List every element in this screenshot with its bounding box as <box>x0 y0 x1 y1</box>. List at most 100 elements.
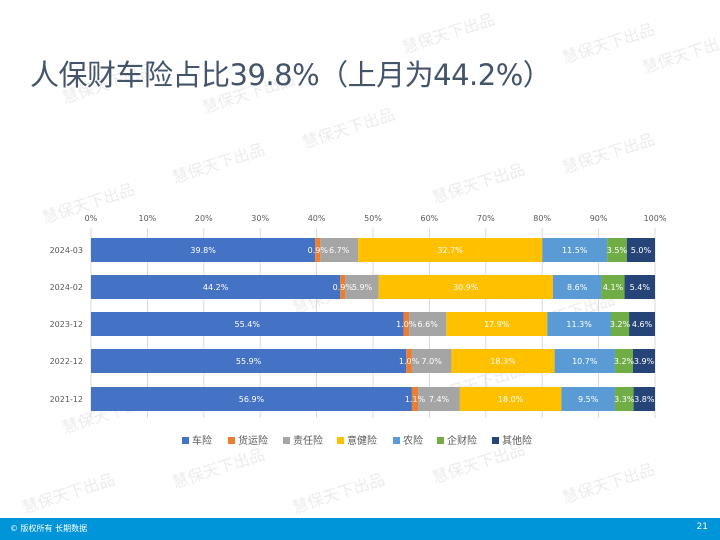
data-label: 30.9% <box>453 283 479 292</box>
data-label: 4.1% <box>603 283 624 292</box>
bar-segment <box>601 275 625 299</box>
data-label: 3.8% <box>634 395 655 404</box>
x-axis-ticks: 0% 10% 20% 30% 40% 50% 60% 70% 80% 90% 100% <box>85 214 667 223</box>
bar-segment <box>633 349 655 373</box>
category-label: 2021-12 <box>50 395 83 404</box>
legend-swatch <box>228 437 235 444</box>
legend: 车险 货运险 责任险 意健险 农险 企财险 其他险 <box>182 434 532 447</box>
data-label: 0.9% <box>308 246 329 255</box>
bar-segment <box>614 387 634 411</box>
bar-segment <box>411 349 452 373</box>
x-tick-label: 80% <box>533 214 551 223</box>
data-label: 44.2% <box>203 283 229 292</box>
legend-swatch <box>492 437 499 444</box>
legend-item: 责任险 <box>283 434 323 447</box>
bar-segment <box>345 275 379 299</box>
data-label: 3.2% <box>610 320 631 329</box>
bar-segment <box>547 312 612 336</box>
bar-segment <box>614 349 634 373</box>
data-label: 1.1% <box>405 395 426 404</box>
data-label: 32.7% <box>437 246 463 255</box>
data-label: 5.9% <box>352 283 373 292</box>
bar-segment <box>607 238 627 262</box>
bar-segment <box>91 312 404 336</box>
page-number: 21 <box>696 522 708 532</box>
bar-segment <box>554 349 615 373</box>
legend-label: 车险 <box>192 434 212 447</box>
bar-segment <box>320 238 359 262</box>
data-label: 0.9% <box>333 283 354 292</box>
bar-segment <box>411 387 419 411</box>
legend-item: 农险 <box>393 434 423 447</box>
bar-segment <box>91 275 341 299</box>
bar-segment <box>406 349 412 373</box>
legend-label: 其他险 <box>502 434 532 447</box>
data-label: 55.9% <box>236 357 262 366</box>
bar-segment <box>626 238 655 262</box>
data-label: 1.0% <box>399 357 420 366</box>
bar-segment <box>542 238 608 262</box>
bar-segment <box>409 312 447 336</box>
data-label: 6.7% <box>329 246 350 255</box>
bars <box>91 238 655 411</box>
data-labels: 39.8% 0.9% 6.7% 32.7% 11.5% 3.5% 5.0%44.2% 0.9%… <box>190 246 654 404</box>
data-label: 11.5% <box>562 246 588 255</box>
category-label: 2024-03 <box>50 246 83 255</box>
x-tick-label: 90% <box>590 214 608 223</box>
data-label: 18.0% <box>498 395 524 404</box>
bar-segment <box>91 238 316 262</box>
data-label: 9.5% <box>578 395 599 404</box>
data-label: 10.7% <box>572 357 598 366</box>
stacked-bar-chart: 0% 10% 20% 30% 40% 50% 60% 70% 80% 90% 100% 2024-0… <box>50 214 667 447</box>
legend-swatch <box>393 437 400 444</box>
data-label: 18.3% <box>490 357 516 366</box>
legend-label: 企财险 <box>447 434 477 447</box>
legend-swatch <box>437 437 444 444</box>
data-label: 8.6% <box>567 283 588 292</box>
x-tick-label: 100% <box>644 214 667 223</box>
legend-item: 意健险 <box>337 434 377 447</box>
bar-segment <box>91 349 407 373</box>
category-label: 2024-02 <box>50 283 83 292</box>
bar-segment <box>633 387 655 411</box>
data-label: 5.0% <box>631 246 652 255</box>
x-tick-label: 30% <box>251 214 269 223</box>
legend-label: 货运险 <box>238 434 268 447</box>
bar-segment <box>340 275 346 299</box>
x-tick-label: 70% <box>477 214 495 223</box>
data-label: 7.0% <box>421 357 442 366</box>
bar-segment <box>403 312 410 336</box>
data-label: 5.4% <box>630 283 651 292</box>
data-label: 3.2% <box>614 357 635 366</box>
data-label: 4.6% <box>632 320 653 329</box>
page-title: 人保财车险占比39.8%（上月为44.2%） <box>30 58 552 92</box>
legend-item: 企财险 <box>437 434 477 447</box>
bar-segment <box>358 238 543 262</box>
y-axis-categories: 2024-03 2024-02 2023-12 2022-12 2021-12 <box>50 246 83 404</box>
watermark: 慧保天下出品 <box>289 469 388 518</box>
copyright-text: © 版权所有 长期数据 <box>10 524 88 533</box>
bar-segment <box>451 349 555 373</box>
legend-label: 责任险 <box>293 434 323 447</box>
legend-label: 农险 <box>403 434 423 447</box>
bar-segment <box>561 387 615 411</box>
bar-segment <box>552 275 602 299</box>
x-tick-label: 60% <box>421 214 439 223</box>
data-label: 11.3% <box>566 320 592 329</box>
x-tick-label: 50% <box>364 214 382 223</box>
x-tick-label: 20% <box>195 214 213 223</box>
bar-segment <box>315 238 321 262</box>
watermark: 慧保天下出品 <box>19 469 118 518</box>
legend-item: 其他险 <box>492 434 532 447</box>
legend-swatch <box>283 437 290 444</box>
bar-segment <box>629 312 655 336</box>
bar-segment <box>91 387 412 411</box>
data-label: 3.9% <box>634 357 655 366</box>
legend-label: 意健险 <box>347 434 377 447</box>
bar-segment <box>378 275 553 299</box>
data-label: 7.4% <box>429 395 450 404</box>
legend-swatch <box>337 437 344 444</box>
x-tick-label: 10% <box>139 214 157 223</box>
footer-bar: © 版权所有 长期数据 21 <box>0 518 720 540</box>
data-label: 1.0% <box>396 320 417 329</box>
